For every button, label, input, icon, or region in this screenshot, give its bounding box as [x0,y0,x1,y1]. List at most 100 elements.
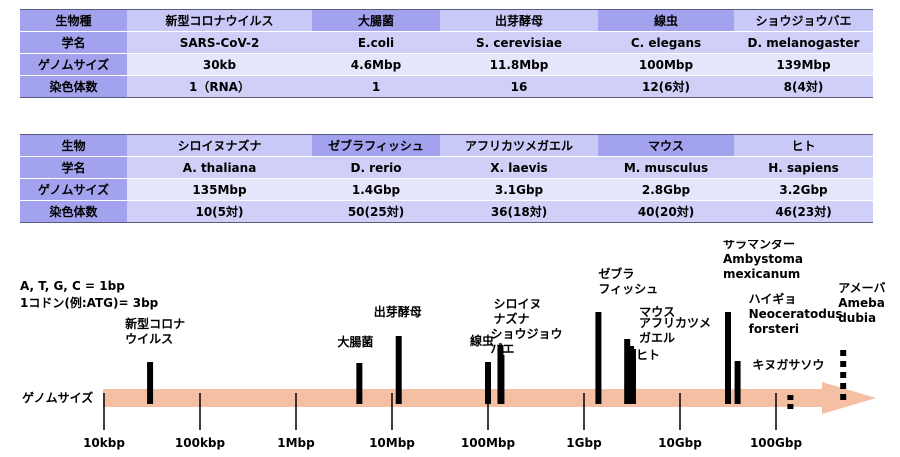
organism-label: キヌガサソウ [752,357,824,372]
organism-bar [734,361,741,404]
axis-tick-label: 100Mbp [461,436,516,450]
table-header-cell: ゼブラフィッシュ [312,134,440,157]
organism-label-line: 線虫 [470,333,494,348]
organism-label: ヒト [636,348,660,362]
axis-label: ゲノムサイズ [22,390,93,405]
table-cell: 1 [312,75,440,98]
organism-label-line: ヒト [636,348,660,362]
table-cell: 学名 [20,156,127,179]
table-cell: 10(5対) [127,200,312,223]
organism-label: 線虫 [470,333,494,348]
organism-bar-dashed [840,372,847,378]
table-cell: 11.8Mbp [440,53,598,76]
table-cell: ゲノムサイズ [20,178,127,201]
table-cell: 50(25対) [312,200,440,223]
organism-label-line: ガエル [639,330,675,345]
organism-label-line: dubia [838,311,876,325]
organism-label-line: ウイルス [125,332,173,346]
table-cell: 46(23対) [734,200,873,223]
table-row: 染色体数 10(5対) 50(25対) 36(18対) 40(20対) 46(23対) [20,200,873,223]
table-cell: 139Mbp [734,53,873,76]
table-cell: D. melanogaster [734,31,873,54]
axis-tick-label: 10kbp [83,436,125,450]
organism-bar-dashed [840,350,847,356]
organism-label-line: アフリカツメ [639,316,711,330]
organism-label-line: アメーバ [838,281,885,295]
table-row: ゲノムサイズ 30kb 4.6Mbp 11.8Mbp 100Mbp 139Mbp [20,53,873,76]
axis-tick-label: 1Mbp [277,436,315,450]
table-cell: M. musculus [598,156,734,179]
organism-label-line: Neoceratodus [749,307,843,321]
table-cell: 12(6対) [598,75,734,98]
table-cell: 2.8Gbp [598,178,734,201]
axis-tick-label: 100kbp [175,436,226,450]
organism-label: サラマンダー Ambystoma mexicanum [723,240,803,281]
table-cell: ゲノムサイズ [20,53,127,76]
organism-bar-dashed [840,361,847,367]
table-row: ゲノムサイズ 135Mbp 1.4Gbp 3.1Gbp 2.8Gbp 3.2Gbp [20,178,873,201]
table-cell: 4.6Mbp [312,53,440,76]
table-cell: S. cerevisiae [440,31,598,54]
axis-tick-label: 10Gbp [658,436,702,450]
organism-label-line: キヌガサソウ [752,357,824,372]
organism-table-1: 生物種 新型コロナウイルス 大腸菌 出芽酵母 線虫 ショウジョウバエ 学名 SARS-CoV-… [20,9,873,98]
organism-label-line: ショウジョウ [490,327,562,341]
note-line-1: A, T, G, C = 1bp [20,279,125,293]
organism-bar [787,395,794,400]
organism-bar [147,362,154,404]
organism-label-line: ハイギョ [749,291,797,306]
table-cell: C. elegans [598,31,734,54]
table-header-cell: アフリカツメガエル [440,134,598,157]
organism-label-line: forsteri [749,322,799,336]
organism-label-line: 出芽酵母 [374,304,422,319]
table-cell: X. laevis [440,156,598,179]
organism-label-line: ナズナ [493,311,529,326]
organism-label-line: バエ [490,342,514,356]
axis-tick-label: 100Gbp [750,436,802,450]
organism-label-line: ゼブラ [598,266,634,281]
organism-label: 新型コロナウイルス [125,316,185,346]
table-row: 学名 A. thaliana D. rerio X. laevis M. musculu… [20,156,873,179]
organism-label-line: サラマンダー [723,240,795,251]
table-cell: 学名 [20,31,127,54]
table-header-cell: 線虫 [598,9,734,32]
table-row: 染色体数 1（RNA） 1 16 12(6対) 8(4対) [20,75,873,98]
axis-tick-label: 10Mbp [369,436,415,450]
table-cell: H. sapiens [734,156,873,179]
organism-bar [395,336,402,404]
table-cell: D. rerio [312,156,440,179]
table-cell: E.coli [312,31,440,54]
organism-label: アフリカツメガエル [639,316,711,345]
organism-label-line: 新型コロナ [125,316,185,331]
table-header-cell: ヒト [734,134,873,157]
genome-size-diagram: ゲノムサイズ 10kbp 100kbp 1Mbp 10Mbp 100Mbp 1Gbp 10Gb… [22,240,885,450]
organism-bar-dashed [840,383,847,389]
organism-label: 大腸菌 [337,334,373,349]
organism-label: マウス [639,305,675,319]
table-cell: A. thaliana [127,156,312,179]
organism-bar [787,404,794,409]
organism-label-line: 大腸菌 [337,334,373,349]
organism-label-line: マウス [639,305,675,319]
organism-label-line: Ameba [838,296,885,310]
organism-label-line: フィッシュ [598,282,658,296]
organism-label-line: mexicanum [723,267,800,281]
organism-label: ショウジョウバエ [490,327,562,356]
table-header-cell: 生物 [20,134,127,157]
organism-label-line: シロイヌ [493,297,541,311]
organism-bar [629,349,636,404]
table-row: 生物 シロイヌナズナ ゼブラフィッシュ アフリカツメガエル マウス ヒト [20,134,873,157]
organism-table-2: 生物 シロイヌナズナ ゼブラフィッシュ アフリカツメガエル マウス ヒト 学名 A. thal… [20,134,873,223]
table-cell: 36(18対) [440,200,598,223]
table-cell: 3.2Gbp [734,178,873,201]
organism-bar [624,339,631,404]
organism-label: 出芽酵母 [374,304,422,319]
table-row: 学名 SARS-CoV-2 E.coli S. cerevisiae C. elegan… [20,31,873,54]
table-cell: 8(4対) [734,75,873,98]
organism-bar [725,312,731,404]
table-header-cell: シロイヌナズナ [127,134,312,157]
organism-bar [498,355,505,404]
table-cell: 40(20対) [598,200,734,223]
table-cell: 3.1Gbp [440,178,598,201]
table-row: 生物種 新型コロナウイルス 大腸菌 出芽酵母 線虫 ショウジョウバエ [20,9,873,32]
